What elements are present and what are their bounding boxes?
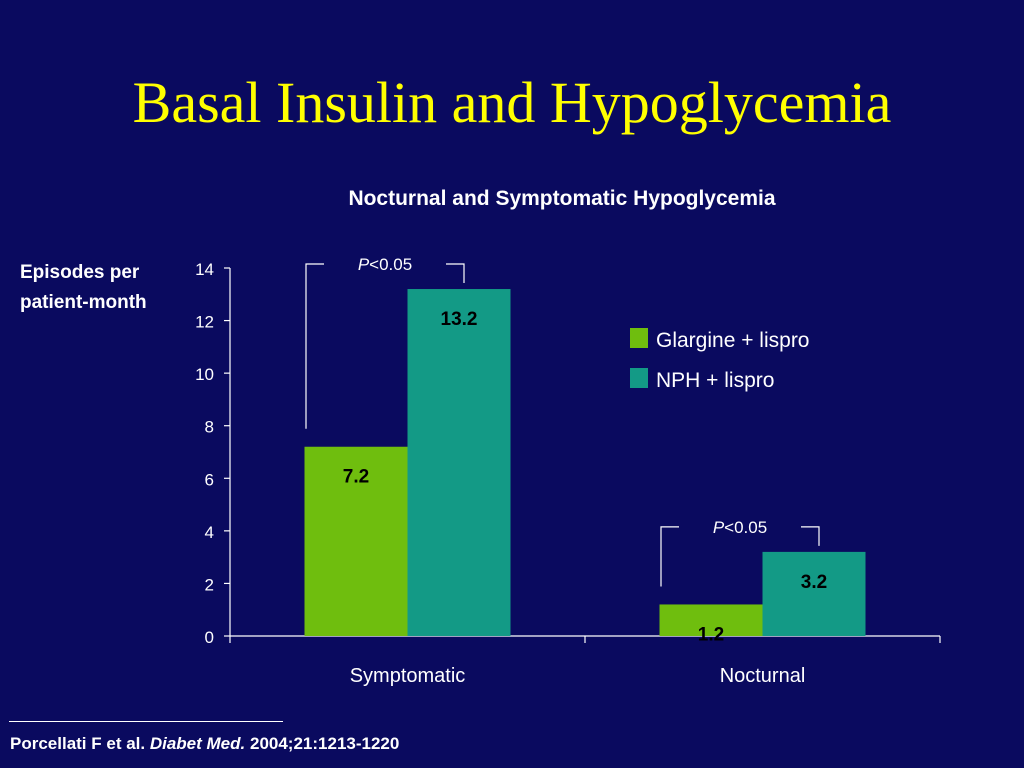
y-tick-label: 12 — [195, 313, 214, 332]
y-tick-label: 6 — [205, 470, 214, 489]
x-tick-label: Nocturnal — [720, 665, 806, 687]
legend-label: Glargine + lispro — [656, 329, 810, 352]
citation-divider — [9, 721, 283, 722]
slide-title: Basal Insulin and Hypoglycemia — [132, 70, 892, 135]
citation-authors: Porcellati F et al. — [10, 734, 146, 753]
bar — [659, 604, 763, 636]
y-tick-label: 2 — [205, 575, 214, 594]
citation-journal: Diabet Med. — [149, 734, 246, 753]
significance-bracket-right — [446, 263, 465, 284]
y-tick-label: 10 — [195, 365, 214, 384]
legend-swatch — [630, 368, 648, 388]
data-label: 1.2 — [698, 624, 724, 645]
bar — [407, 289, 511, 636]
y-tick-label: 14 — [195, 260, 214, 279]
legend-swatch — [630, 328, 648, 348]
data-label: 7.2 — [343, 467, 369, 488]
significance-bracket-right — [801, 526, 820, 546]
significance-bracket-left — [660, 526, 679, 587]
y-tick-label: 4 — [205, 523, 214, 542]
legend-label: NPH + lispro — [656, 369, 774, 392]
data-label: 13.2 — [441, 309, 478, 330]
y-tick-label: 8 — [205, 418, 214, 437]
chart-title: Nocturnal and Symptomatic Hypoglycemia — [348, 187, 775, 210]
significance-bracket-left — [305, 263, 324, 429]
p-value-annotation: P<0.05 — [358, 255, 412, 274]
p-value-annotation: P<0.05 — [713, 518, 767, 537]
data-label: 3.2 — [801, 572, 827, 593]
bar — [762, 551, 866, 636]
citation-details: 2004;21:1213-1220 — [249, 734, 400, 753]
bar — [304, 446, 408, 636]
y-axis-label: Episodes per patient-month — [20, 262, 147, 313]
y-tick-label: 0 — [205, 628, 214, 647]
citation: Porcellati F et al. Diabet Med. 2004;21:… — [10, 734, 399, 754]
x-tick-label: Symptomatic — [350, 665, 466, 687]
